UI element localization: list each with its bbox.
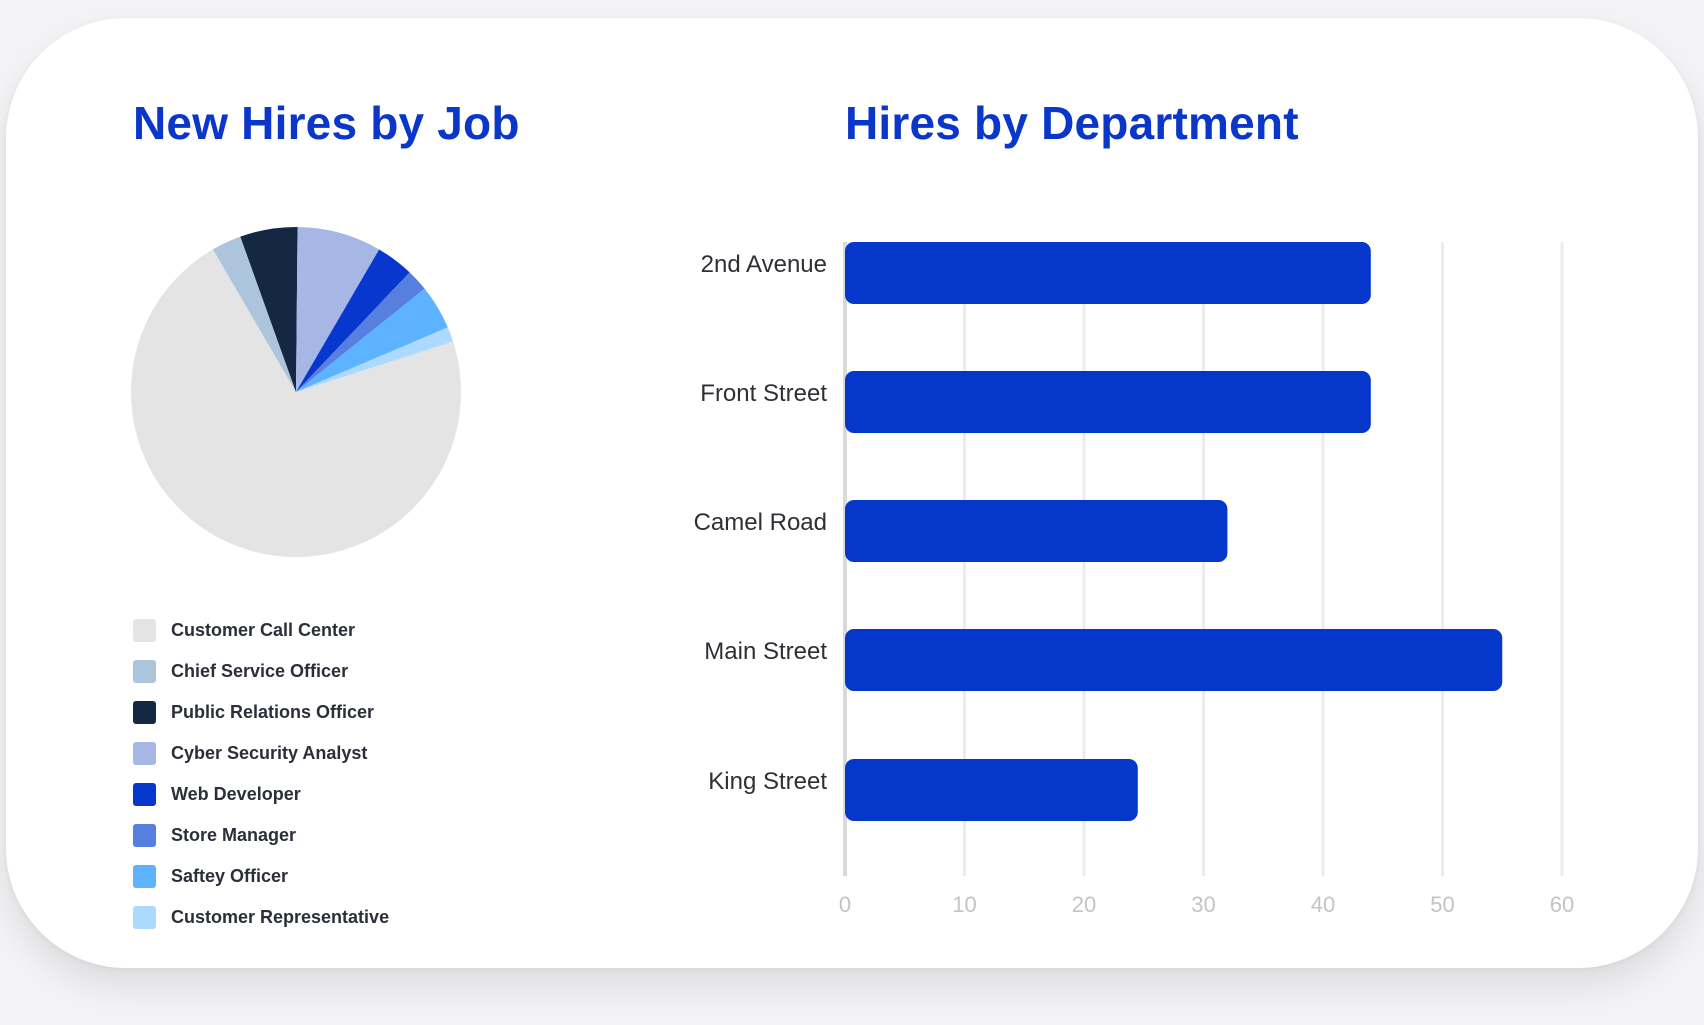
- x-tick-label: 60: [1550, 892, 1574, 917]
- legend-label: Cyber Security Analyst: [171, 743, 368, 763]
- bar-chart-title: Hires by Department: [845, 97, 1299, 149]
- pie-slice-public-relations-officer: [240, 227, 298, 392]
- pie-slice-customer-call-center: [130, 249, 461, 558]
- legend-label: Public Relations Officer: [171, 702, 375, 722]
- x-tick-label: 50: [1430, 892, 1454, 917]
- category-label: Camel Road: [694, 509, 827, 536]
- legend-swatch: [133, 906, 156, 929]
- pie-slice-customer-representative: [296, 327, 454, 392]
- legend-swatch: [133, 660, 156, 683]
- legend-label: Customer Call Center: [171, 620, 356, 640]
- legend-swatch: [133, 619, 156, 642]
- legend-item: Public Relations Officer: [133, 692, 389, 733]
- x-tick-label: 40: [1311, 892, 1335, 917]
- legend-label: Customer Representative: [171, 907, 390, 927]
- category-label: 2nd Avenue: [701, 251, 827, 278]
- category-label: Main Street: [704, 638, 827, 665]
- legend-item: Saftey Officer: [133, 856, 389, 897]
- pie-slice-cyber-security-analyst: [296, 227, 380, 392]
- bar-main-street: [845, 629, 1503, 691]
- legend-swatch: [133, 701, 156, 724]
- x-tick-label: 10: [952, 892, 976, 917]
- pie-slice-saftey-officer: [296, 288, 448, 392]
- legend-label: Saftey Officer: [171, 866, 289, 886]
- bar-camel-road: [845, 500, 1228, 562]
- legend-item: Customer Call Center: [133, 610, 389, 651]
- pie-slice-chief-service-officer: [212, 236, 296, 392]
- pie-legend: Customer Call Center Chief Service Office…: [133, 610, 389, 938]
- x-tick-label: 0: [839, 892, 851, 917]
- category-label: Front Street: [700, 380, 827, 407]
- pie-chart-title: New Hires by Job: [133, 97, 520, 149]
- legend-label: Chief Service Officer: [171, 661, 349, 681]
- pie-slice-store-manager: [296, 272, 425, 392]
- x-tick-label: 20: [1072, 892, 1096, 917]
- legend-item: Store Manager: [133, 815, 389, 856]
- legend-swatch: [133, 865, 156, 888]
- legend-item: Web Developer: [133, 774, 389, 815]
- legend-label: Store Manager: [171, 825, 297, 845]
- x-tick-label: 30: [1191, 892, 1215, 917]
- legend-item: Cyber Security Analyst: [133, 733, 389, 774]
- bar-2nd-avenue: [845, 242, 1371, 304]
- pie-slice-web-developer: [296, 249, 410, 392]
- bar-king-street: [845, 759, 1138, 821]
- category-label: King Street: [708, 768, 827, 795]
- legend-label: Web Developer: [171, 784, 301, 804]
- legend-item: Chief Service Officer: [133, 651, 389, 692]
- legend-swatch: [133, 824, 156, 847]
- legend-item: Customer Representative: [133, 897, 389, 938]
- legend-swatch: [133, 783, 156, 806]
- legend-swatch: [133, 742, 156, 765]
- bar-front-street: [845, 371, 1371, 433]
